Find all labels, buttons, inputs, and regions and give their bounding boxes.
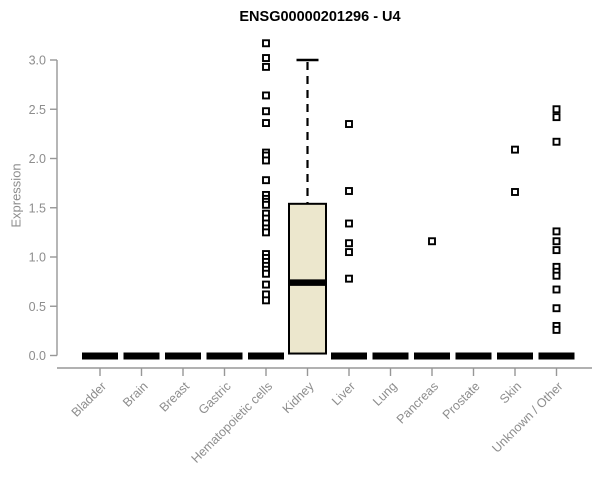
y-tick-label: 1.0: [29, 251, 46, 265]
outlier-point: [552, 304, 561, 313]
outlier-point: [262, 156, 270, 165]
y-tick-label: 2.0: [29, 152, 46, 166]
zero-expression-bar: [248, 352, 284, 360]
outlier-point: [552, 325, 561, 334]
x-category-label: Pancreas: [394, 379, 441, 426]
y-tick-label: 0.5: [29, 300, 46, 314]
outlier-point: [552, 105, 561, 114]
outlier-point: [262, 62, 270, 71]
outlier-point: [262, 91, 270, 100]
x-category-label: Breast: [157, 379, 193, 415]
zero-expression-bar: [414, 352, 450, 360]
x-category-label: Liver: [329, 379, 358, 408]
x-category-label: Bladder: [69, 379, 109, 419]
zero-expression-bar: [206, 352, 243, 360]
outlier-point: [262, 228, 270, 237]
outlier-point: [511, 145, 519, 154]
x-category-label: Gastric: [196, 379, 234, 417]
x-category-label: Hematopoietic cells: [189, 379, 276, 466]
outlier-point: [262, 39, 270, 48]
y-tick-label: 2.5: [29, 103, 46, 117]
outlier-point: [552, 227, 561, 236]
outlier-point: [552, 271, 561, 280]
outlier-point: [262, 54, 270, 62]
outlier-point: [262, 107, 270, 116]
outlier-point: [552, 237, 561, 246]
zero-expression-bar: [538, 352, 575, 360]
x-category-label: Unknown / Other: [489, 379, 565, 455]
outlier-point: [345, 274, 353, 283]
y-tick-label: 0.0: [29, 349, 46, 363]
x-category-label: Kidney: [280, 379, 317, 416]
zero-expression-bar: [372, 352, 409, 360]
outlier-point: [262, 269, 270, 278]
box: [288, 202, 327, 355]
outlier-point: [552, 113, 561, 122]
outlier-point: [552, 246, 561, 255]
zero-expression-bar: [331, 352, 367, 360]
outlier-point: [345, 248, 353, 257]
outlier-point: [345, 239, 353, 248]
x-category-label: Brain: [120, 379, 151, 410]
zero-expression-bar: [497, 352, 533, 360]
chart-title: ENSG00000201296 - U4: [239, 9, 401, 25]
y-tick-label: 1.5: [29, 201, 46, 215]
outlier-point: [345, 187, 353, 195]
outlier-point: [552, 285, 561, 294]
y-axis-label: Expression: [8, 163, 24, 228]
zero-expression-bar: [123, 352, 160, 360]
outlier-point: [262, 280, 270, 289]
outlier-point: [428, 237, 436, 246]
outlier-point: [511, 188, 519, 196]
y-tick-label: 3.0: [29, 54, 46, 68]
zero-expression-bar: [455, 352, 492, 360]
outlier-point: [262, 296, 270, 305]
x-category-label: Prostate: [440, 379, 483, 422]
x-category-label: Skin: [497, 379, 524, 406]
outlier-point: [345, 219, 353, 228]
outlier-point: [345, 120, 353, 128]
outlier-point: [262, 176, 270, 185]
outlier-point: [262, 119, 270, 127]
zero-expression-bar: [82, 352, 118, 360]
outlier-point: [552, 137, 561, 146]
x-category-label: Lung: [370, 379, 400, 409]
outlier-point: [262, 200, 270, 209]
zero-expression-bar: [165, 352, 201, 360]
